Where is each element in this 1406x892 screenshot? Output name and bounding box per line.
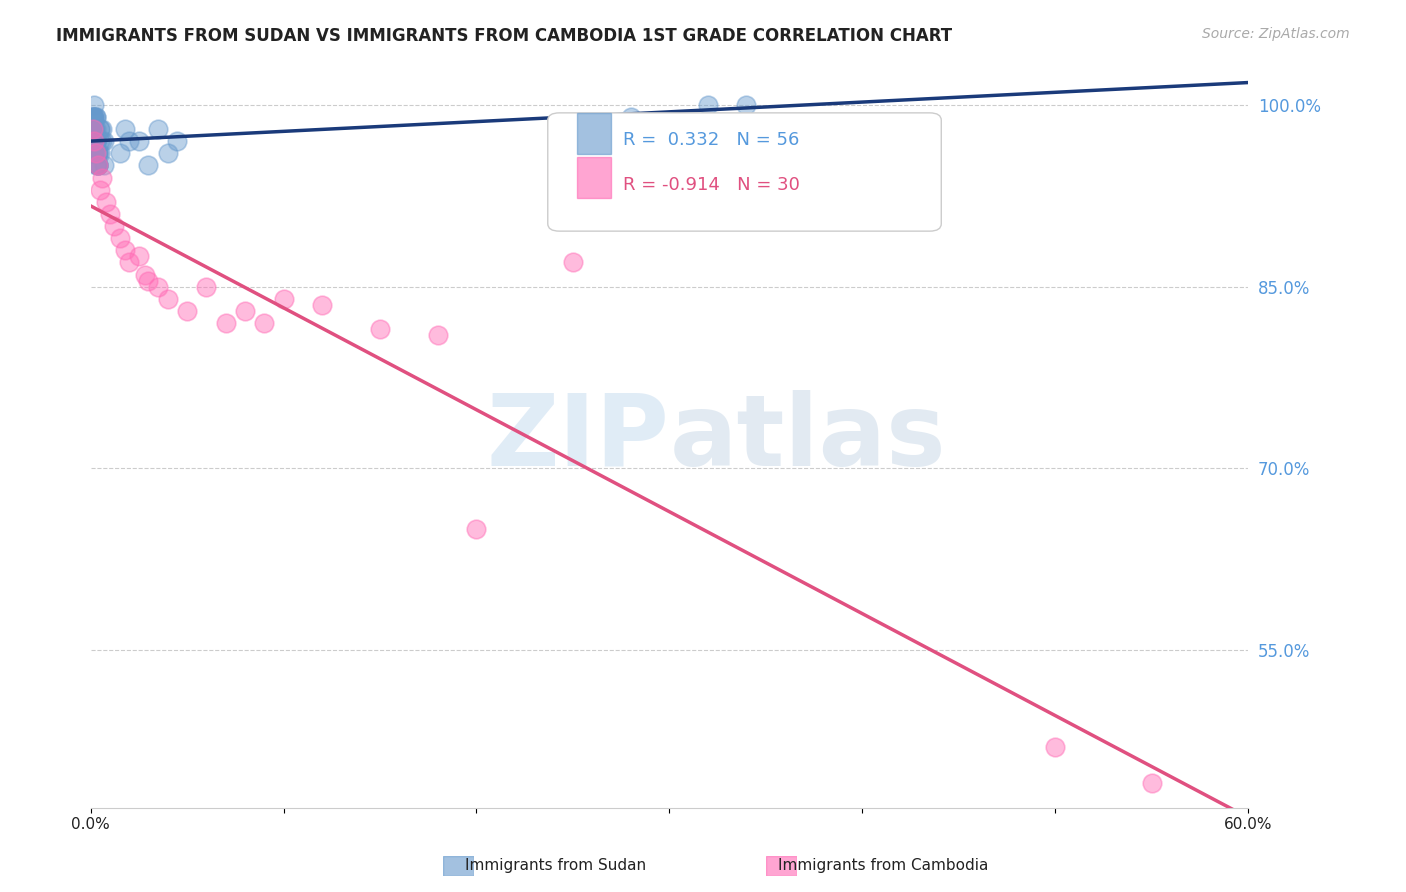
Point: [89, 122, 111, 136]
Point: [93, 158, 115, 172]
Point: [83, 122, 105, 136]
Point: [86, 134, 108, 148]
Point: [176, 304, 198, 318]
Point: [87, 158, 110, 172]
Point: [86, 146, 108, 161]
Point: [103, 219, 125, 233]
Point: [83, 122, 105, 136]
Point: [1043, 740, 1066, 755]
Point: [86, 134, 108, 148]
Point: [273, 292, 295, 306]
Point: [138, 158, 160, 172]
Point: [89, 146, 111, 161]
Point: [87, 158, 110, 172]
Text: R =  0.332   N = 56: R = 0.332 N = 56: [623, 131, 800, 149]
Point: [108, 146, 131, 161]
Point: [91, 134, 114, 148]
Point: [735, 98, 758, 112]
Point: [253, 316, 276, 330]
Text: Immigrants from Sudan: Immigrants from Sudan: [465, 858, 645, 872]
Point: [128, 134, 150, 148]
Point: [87, 158, 110, 172]
Point: [82, 110, 104, 124]
Point: [82, 110, 104, 124]
Point: [82, 110, 104, 124]
Point: [195, 279, 218, 293]
Point: [114, 122, 136, 136]
Point: [82, 122, 104, 136]
Point: [214, 316, 236, 330]
Bar: [576, 113, 612, 153]
Point: [87, 158, 110, 172]
Point: [118, 134, 141, 148]
Point: [368, 322, 391, 336]
Point: [83, 122, 105, 136]
Point: [94, 194, 117, 209]
Point: [620, 110, 643, 124]
Point: [83, 122, 105, 136]
Point: [156, 292, 179, 306]
Point: [134, 268, 156, 282]
Point: [1140, 776, 1163, 790]
Point: [87, 158, 110, 172]
Text: Immigrants from Cambodia: Immigrants from Cambodia: [778, 858, 988, 872]
Point: [89, 183, 111, 197]
Point: [696, 98, 718, 112]
Point: [91, 122, 114, 136]
Point: [87, 146, 110, 161]
Point: [83, 122, 105, 136]
Point: [86, 110, 108, 124]
Point: [108, 231, 131, 245]
Point: [83, 134, 105, 148]
Point: [86, 110, 108, 124]
Text: Source: ZipAtlas.com: Source: ZipAtlas.com: [1202, 27, 1350, 41]
Point: [86, 134, 108, 148]
Point: [82, 146, 104, 161]
Point: [83, 110, 105, 124]
Point: [98, 207, 121, 221]
Point: [561, 255, 583, 269]
Point: [426, 328, 449, 343]
Point: [233, 304, 256, 318]
Bar: [576, 157, 612, 198]
Point: [83, 98, 105, 112]
Point: [86, 134, 108, 148]
FancyBboxPatch shape: [548, 113, 941, 231]
Text: IMMIGRANTS FROM SUDAN VS IMMIGRANTS FROM CAMBODIA 1ST GRADE CORRELATION CHART: IMMIGRANTS FROM SUDAN VS IMMIGRANTS FROM…: [56, 27, 952, 45]
Point: [83, 146, 105, 161]
Point: [156, 146, 179, 161]
Point: [82, 146, 104, 161]
Point: [86, 146, 108, 161]
Point: [86, 134, 108, 148]
Point: [87, 146, 110, 161]
Point: [128, 249, 150, 263]
Point: [82, 146, 104, 161]
Point: [86, 122, 108, 136]
Point: [89, 134, 111, 148]
Point: [118, 255, 141, 269]
Point: [93, 134, 115, 148]
Text: ZIP: ZIP: [486, 390, 669, 487]
Point: [83, 134, 105, 148]
Point: [91, 170, 114, 185]
Point: [86, 158, 108, 172]
Point: [311, 298, 333, 312]
Point: [146, 122, 169, 136]
Point: [146, 279, 169, 293]
Point: [82, 122, 104, 136]
Text: R = -0.914   N = 30: R = -0.914 N = 30: [623, 176, 800, 194]
Point: [114, 244, 136, 258]
Text: atlas: atlas: [669, 390, 946, 487]
Point: [83, 134, 105, 148]
Point: [86, 134, 108, 148]
Point: [89, 122, 111, 136]
Point: [166, 134, 188, 148]
Point: [87, 146, 110, 161]
Point: [138, 274, 160, 288]
Point: [465, 522, 488, 536]
Point: [82, 146, 104, 161]
Point: [83, 110, 105, 124]
